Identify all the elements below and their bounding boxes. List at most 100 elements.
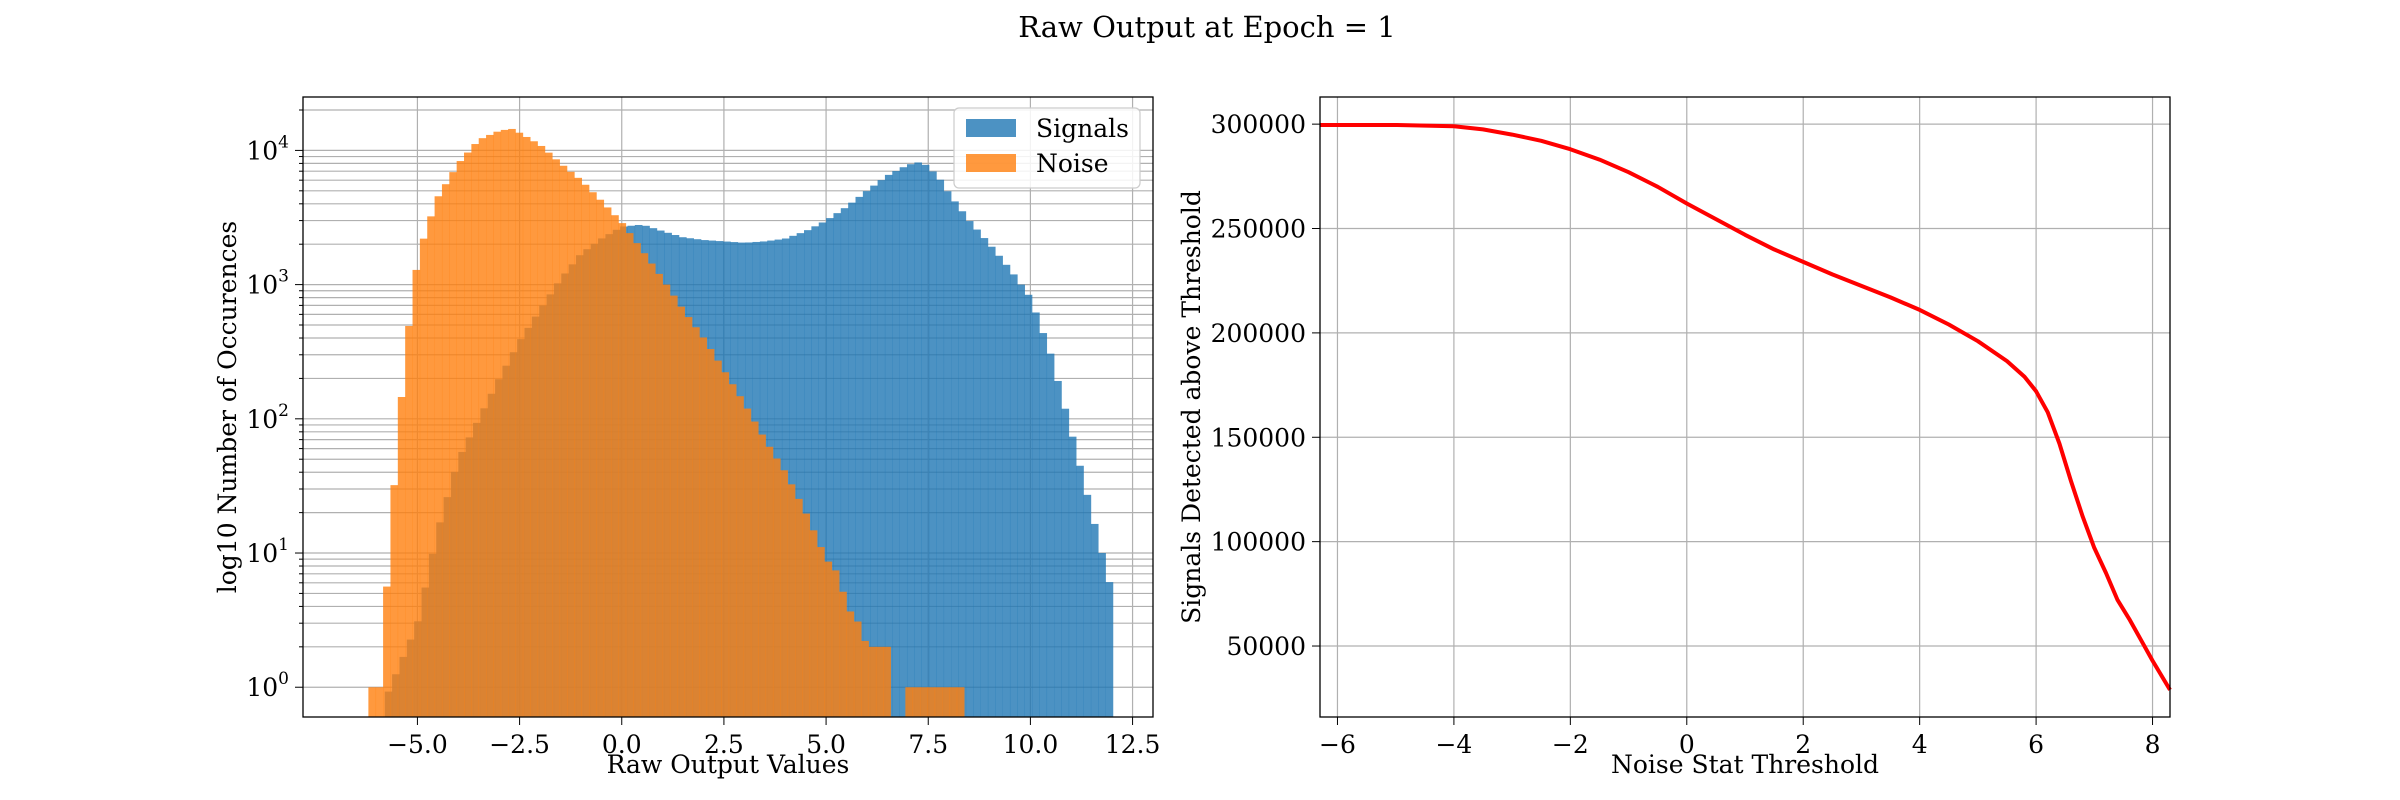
hist-bar	[912, 687, 921, 717]
hist-bar	[861, 640, 869, 717]
hist-bar	[833, 213, 842, 717]
hist-bar	[750, 421, 759, 717]
hist-bar	[552, 159, 560, 718]
hist-bar	[1083, 494, 1092, 717]
hist-bar	[772, 458, 781, 717]
hist-bar	[818, 222, 827, 717]
hist-bar	[662, 284, 671, 717]
hist-bar	[493, 131, 502, 717]
hist-bar	[840, 208, 849, 717]
histogram-x-ticks: −5.0 −2.5 0.0 2.5 5.0 7.5 10.0 12.5	[387, 717, 1160, 759]
h-ytick-label: 103	[246, 267, 289, 300]
hist-bar	[796, 233, 805, 717]
hist-bar	[875, 646, 884, 717]
hist-bar	[383, 586, 391, 717]
hist-bar	[758, 434, 766, 717]
hist-bar	[434, 196, 443, 718]
histogram-series-noise	[368, 128, 965, 718]
hist-bar	[995, 255, 1003, 717]
hist-bar	[633, 243, 641, 717]
hist-bar	[826, 218, 834, 717]
hist-bar	[1090, 523, 1099, 717]
l-xtick-label: −6	[1319, 730, 1356, 759]
hist-bar	[1061, 408, 1070, 717]
l-ytick-label: 200000	[1211, 319, 1306, 348]
hist-bar	[862, 191, 871, 717]
hist-bar	[795, 498, 803, 717]
hist-bar	[412, 269, 421, 717]
hist-bar	[809, 530, 818, 717]
hist-bar	[677, 306, 685, 717]
hist-bar	[390, 485, 399, 717]
hist-bar	[1017, 284, 1025, 717]
hist-bar	[486, 134, 494, 717]
hist-bar	[515, 132, 524, 717]
hist-bar	[839, 591, 847, 717]
histogram-bars	[368, 128, 1114, 718]
histogram-x-axis-label: Raw Output Values	[607, 750, 850, 779]
hist-bar	[508, 128, 516, 717]
h-xtick-label: 7.5	[908, 730, 948, 759]
l-ytick-label: 50000	[1226, 632, 1306, 661]
hist-bar	[441, 184, 450, 717]
hist-bar	[647, 263, 656, 717]
hist-bar	[1046, 353, 1055, 717]
hist-bar	[987, 246, 996, 717]
l-xtick-label: −4	[1435, 730, 1472, 759]
histogram-axes-frame	[302, 96, 1154, 718]
hist-bar	[1009, 274, 1018, 717]
hist-bar	[883, 646, 891, 717]
hist-bar	[537, 145, 546, 718]
histogram-y-axis-label: log10 Number of Occurences	[213, 221, 242, 594]
hist-bar	[419, 238, 428, 717]
hist-bar	[892, 171, 900, 717]
hist-bar	[559, 165, 568, 718]
hist-bar	[877, 180, 886, 717]
hist-bar	[456, 161, 465, 718]
hist-bar	[789, 235, 797, 718]
h-xtick-label: 10.0	[1003, 730, 1059, 759]
hist-bar	[980, 238, 989, 717]
h-xtick-label: 12.5	[1105, 730, 1161, 759]
hist-bar	[375, 687, 384, 717]
histogram-legend: Signals Noise	[953, 107, 1141, 189]
hist-bar	[802, 513, 811, 717]
hist-bar	[870, 185, 878, 717]
h-xtick-label: 5.0	[806, 730, 846, 759]
l-ytick-label: 250000	[1211, 215, 1306, 244]
hist-bar	[1054, 380, 1062, 717]
hist-bar	[914, 162, 923, 718]
l-xtick-label: 2	[1795, 730, 1811, 759]
hist-bar	[603, 207, 612, 717]
signals-detected-line	[1320, 123, 2172, 691]
hist-bar	[405, 325, 413, 717]
hist-bar	[471, 144, 480, 717]
hist-bar	[611, 215, 619, 717]
line-chart-x-ticks: −6 −4 −2 0 2 4 6 8	[1319, 717, 2160, 759]
hist-bar	[949, 687, 958, 717]
h-xtick-label: −2.5	[489, 730, 550, 759]
hist-bar	[736, 396, 744, 717]
legend-signals-swatch	[966, 119, 1016, 137]
hist-bar	[951, 201, 959, 717]
hist-bar	[1076, 465, 1084, 717]
hist-bar	[848, 202, 856, 717]
hist-bar	[574, 177, 583, 717]
hist-bar	[714, 360, 722, 717]
hist-bar	[804, 230, 812, 717]
hist-bar	[958, 211, 967, 717]
hist-bar	[427, 216, 435, 717]
hist-bar	[765, 446, 774, 717]
h-ytick-label: 104	[246, 132, 289, 165]
hist-bar	[920, 687, 928, 717]
l-xtick-label: 6	[2028, 730, 2044, 759]
line-chart-x-axis-label: Noise Stat Threshold	[1611, 750, 1879, 779]
hist-bar	[899, 167, 908, 717]
hist-bar	[449, 172, 457, 717]
hist-bar	[728, 384, 737, 717]
hist-bar	[855, 196, 864, 717]
hist-bar	[596, 199, 605, 717]
hist-bar	[721, 372, 730, 717]
hist-bar	[368, 687, 377, 717]
hist-bar	[868, 646, 877, 717]
